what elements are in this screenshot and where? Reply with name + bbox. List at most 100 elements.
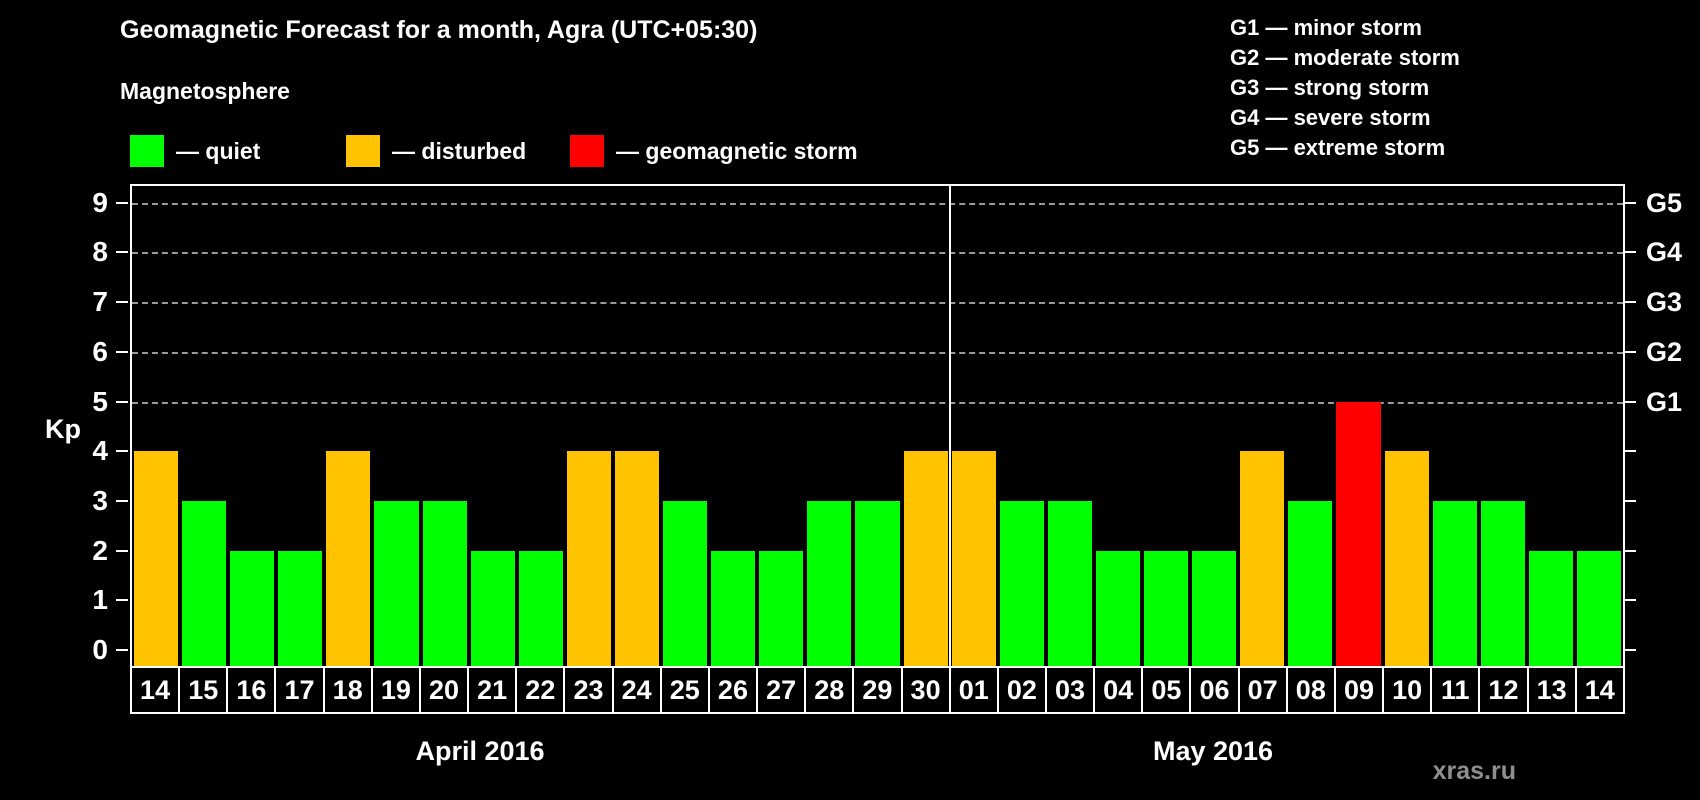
g-scale-line-5: G5 — extreme storm (1230, 135, 1446, 160)
date-cell-may-01: 01 (948, 666, 999, 714)
date-cell-apr-26: 26 (707, 666, 759, 714)
date-cell-apr-28: 28 (804, 666, 855, 714)
date-cell-apr-18: 18 (322, 666, 373, 714)
legend-item-storm: — geomagnetic storm (570, 135, 858, 167)
bar-day-20 (422, 500, 467, 666)
right-tick-kp7 (1624, 301, 1636, 304)
bar-day-09 (1336, 401, 1381, 666)
right-tick-kp4 (1624, 450, 1636, 453)
month-separator (948, 186, 951, 666)
bar-day-23 (566, 451, 611, 666)
legend-item-disturbed: — disturbed (346, 135, 526, 167)
right-tick-kp1 (1624, 599, 1636, 602)
bar-day-10 (1384, 451, 1429, 666)
date-cell-may-11: 11 (1430, 666, 1481, 714)
date-cell-apr-19: 19 (370, 666, 421, 714)
left-tick-kp0 (116, 649, 128, 651)
bar-day-11 (1432, 500, 1477, 666)
left-tick-kp6 (116, 350, 128, 353)
date-cell-may-12: 12 (1478, 666, 1529, 714)
date-cell-apr-16: 16 (226, 666, 277, 714)
left-tick-kp3 (116, 499, 128, 502)
right-tick-kp0 (1624, 649, 1636, 651)
left-tick-kp7 (116, 301, 128, 304)
g-scale-line-2: G2 — moderate storm (1230, 45, 1460, 70)
date-cell-may-02: 02 (996, 666, 1047, 714)
date-cell-may-05: 05 (1141, 666, 1192, 714)
date-cell-may-04: 04 (1093, 666, 1144, 714)
bar-day-29 (855, 500, 900, 666)
y-tick-label-5: 5 (92, 385, 108, 417)
left-tick-kp2 (116, 549, 128, 552)
bar-day-18 (326, 451, 371, 666)
g-level-label-g5: G5 (1646, 187, 1683, 218)
g-level-label-g3: G3 (1646, 287, 1683, 318)
storm-color-swatch (570, 135, 604, 167)
legend-label-storm: — geomagnetic storm (616, 137, 858, 164)
date-cell-apr-30: 30 (900, 666, 951, 714)
left-tick-kp8 (116, 251, 128, 254)
bar-day-08 (1288, 500, 1333, 666)
bar-day-02 (999, 500, 1044, 666)
bar-day-14 (1576, 550, 1621, 666)
g-scale-line-1: G1 — minor storm (1230, 15, 1422, 40)
left-tick-kp4 (116, 450, 128, 453)
bar-day-03 (1047, 500, 1092, 666)
date-cell-apr-14: 14 (130, 666, 181, 714)
month-label-april: April 2016 (415, 736, 545, 766)
month-label-may: May 2016 (1152, 736, 1274, 766)
magnetosphere-legend: — quiet — disturbed — geomagnetic storm (0, 135, 1700, 167)
date-cell-apr-15: 15 (178, 666, 229, 714)
g-level-label-g4: G4 (1646, 237, 1683, 268)
bar-day-04 (1095, 550, 1141, 666)
gridline-kp6 (132, 351, 1623, 354)
bar-day-13 (1528, 550, 1573, 666)
bar-day-01 (951, 451, 996, 666)
bar-day-28 (807, 500, 852, 666)
bar-day-15 (182, 500, 227, 666)
magnetosphere-label: Magnetosphere (120, 78, 290, 104)
bar-day-27 (759, 550, 804, 666)
y-tick-label-0: 0 (92, 634, 108, 665)
bar-day-16 (230, 550, 275, 666)
date-cell-apr-24: 24 (611, 666, 662, 714)
bar-day-24 (614, 451, 660, 666)
legend-label-disturbed: — disturbed (392, 137, 527, 164)
chart-title: Geomagnetic Forecast for a month, Agra (… (120, 16, 758, 44)
right-tick-kp2 (1624, 549, 1636, 552)
y-tick-label-2: 2 (92, 534, 108, 566)
quiet-color-swatch (130, 135, 164, 167)
left-tick-kp9 (116, 201, 128, 204)
bar-day-12 (1480, 500, 1525, 666)
bar-day-26 (711, 550, 756, 666)
date-cell-apr-21: 21 (467, 666, 518, 714)
y-axis-title: Kp (45, 414, 81, 444)
date-cell-apr-23: 23 (563, 666, 614, 714)
date-cell-may-08: 08 (1285, 666, 1336, 714)
bar-day-25 (663, 500, 708, 666)
bar-day-19 (374, 500, 419, 666)
g-scale-line-3: G3 — strong storm (1230, 75, 1430, 100)
y-tick-label-4: 4 (92, 435, 108, 467)
watermark: xras.ru (1432, 757, 1516, 785)
date-cell-apr-25: 25 (659, 666, 710, 714)
right-tick-kp9 (1624, 201, 1636, 204)
g-level-label-g2: G2 (1646, 336, 1683, 367)
plot-area (130, 184, 1625, 668)
bar-day-14 (134, 451, 179, 666)
bar-day-17 (278, 550, 323, 666)
date-cell-apr-22: 22 (515, 666, 566, 714)
bar-day-06 (1192, 550, 1237, 666)
y-tick-label-8: 8 (92, 236, 108, 268)
legend-label-quiet: — quiet (176, 137, 261, 164)
g-scale-legend: G1 — minor storm G2 — moderate storm G3 — … (1230, 13, 1460, 163)
bar-day-22 (518, 550, 563, 666)
date-cell-may-09: 09 (1333, 666, 1385, 714)
date-cell-may-13: 13 (1526, 666, 1577, 714)
gridline-kp5 (132, 401, 1623, 404)
date-cell-apr-20: 20 (418, 666, 470, 714)
right-tick-kp8 (1624, 251, 1636, 254)
y-tick-label-7: 7 (92, 286, 108, 318)
date-cell-may-14: 14 (1574, 666, 1625, 714)
